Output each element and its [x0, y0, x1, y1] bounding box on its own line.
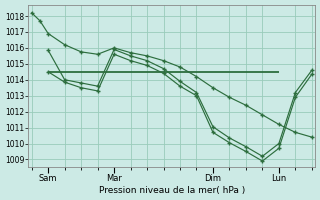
X-axis label: Pression niveau de la mer( hPa ): Pression niveau de la mer( hPa ) [99, 186, 245, 195]
